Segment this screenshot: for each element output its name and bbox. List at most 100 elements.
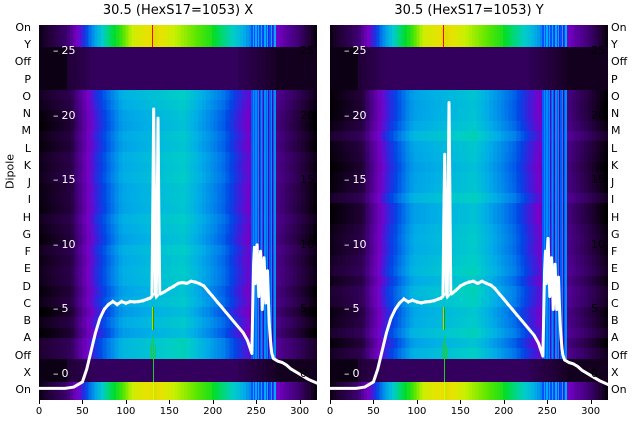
x-tick-label: 100 (116, 406, 136, 417)
heatmap-vertical-stripe (255, 89, 257, 359)
heatmap-row (330, 193, 608, 205)
heatmap-row (39, 100, 317, 111)
heatmap-band-gap-lower (39, 358, 317, 382)
y-tick-outer: 10 (300, 237, 314, 251)
heatmap-panel-y[interactable]: –0 –5 –10 –15 –20 –25 (330, 25, 608, 400)
x-tick-label: 0 (326, 406, 334, 417)
heatmap-vertical-stripe (271, 381, 272, 400)
heatmap-vertical-stripe (255, 25, 257, 47)
marker-line (442, 343, 443, 359)
x-tick-mark (503, 400, 505, 404)
heatmap-vertical-stripe (267, 89, 268, 359)
x-tick-label: 50 (76, 406, 89, 417)
marker-line (444, 335, 445, 364)
heatmap-vertical-stripe (254, 25, 255, 47)
heatmap-row (39, 172, 317, 184)
x-tick-mark (590, 400, 592, 404)
x-tick-mark (169, 400, 171, 404)
heatmap-row (330, 100, 608, 111)
x-tick-label: 250 (537, 406, 557, 417)
heatmap-vertical-stripe (251, 89, 253, 359)
heatmap-vertical-stripe (557, 89, 558, 359)
marker-line (151, 343, 152, 359)
heatmap-vertical-stripe (544, 381, 545, 400)
heatmap-row (330, 131, 608, 142)
heatmap-vertical-stripe (266, 89, 267, 359)
category-tick-y-1: Y (24, 38, 31, 52)
heatmap-row (39, 306, 317, 318)
x-tick-label: 300 (290, 406, 310, 417)
category-tick-x-20: X (23, 365, 31, 379)
category-tick-g-12: G (22, 227, 31, 241)
heatmap-row (330, 234, 608, 246)
heatmap-vertical-stripe (262, 381, 263, 400)
heatmap-row (330, 296, 608, 308)
y-tick-inner: –10 (53, 237, 76, 251)
heatmap-row (330, 317, 608, 329)
x-tick-mark (373, 400, 375, 404)
category-tick-i-10: I (611, 193, 615, 207)
heatmap-row (330, 110, 608, 122)
heatmap-vertical-stripe (557, 25, 558, 47)
heatmap-vertical-stripe (545, 25, 546, 47)
heatmap-vertical-stripe (552, 381, 553, 400)
y-tick-outer: 20 (591, 108, 605, 122)
y-tick-inner: –0 (344, 367, 360, 381)
heatmap-vertical-stripe (254, 381, 255, 400)
y-tick-inner: –0 (53, 367, 69, 381)
heatmap-vertical-stripe (261, 25, 262, 47)
category-tick-a-18: A (23, 331, 31, 345)
heatmap-vertical-stripe (565, 89, 567, 359)
x-tick-mark (460, 400, 462, 404)
heatmap-row (39, 151, 317, 163)
heatmap-vertical-stripe (555, 89, 557, 359)
heatmap-vertical-stripe (565, 381, 567, 400)
heatmap-vertical-stripe (267, 381, 268, 400)
x-tick-mark (299, 400, 301, 404)
marker-line (444, 381, 445, 400)
x-tick-mark (125, 400, 127, 404)
heatmap-vertical-stripe (261, 381, 262, 400)
heatmap-row (330, 162, 608, 173)
category-tick-l-7: L (611, 141, 618, 155)
heatmap-band-gap-lower (330, 358, 608, 382)
heatmap-vertical-stripe (549, 381, 550, 400)
category-tick-y-1: Y (611, 38, 618, 52)
heatmap-vertical-stripe (564, 89, 565, 359)
x-tick-mark (212, 400, 214, 404)
heatmap-vertical-stripe (273, 381, 274, 400)
heatmap-row (330, 89, 608, 101)
category-axis-left: On Y Off P O N M L K J I H G F E D C B A Off X On (0, 0, 34, 440)
x-tick-label: 150 (450, 406, 470, 417)
category-tick-off-19: Off (14, 348, 31, 362)
heatmap-vertical-stripe (546, 25, 548, 47)
heatmap-vertical-stripe (269, 25, 271, 47)
category-tick-j-9: J (611, 176, 615, 190)
category-tick-i-10: I (27, 193, 31, 207)
y-tick-outer: 0 (591, 367, 598, 381)
category-tick-on-21: On (15, 383, 31, 396)
heatmap-row (330, 265, 608, 277)
heatmap-vertical-stripe (542, 89, 544, 359)
heatmap-vertical-stripe (558, 381, 559, 400)
heatmap-row (330, 213, 608, 225)
marker-line (155, 345, 156, 359)
heatmap-vertical-stripe (548, 89, 549, 359)
x-tick-mark (416, 400, 418, 404)
category-tick-p-3: P (24, 72, 31, 86)
heatmap-panel-x[interactable]: –0 –5 –10 –15 –20 –25 (39, 25, 317, 400)
heatmap-band-gap-upper (330, 46, 608, 90)
category-axis-right: On Y Off P O N M L K J I H G F E D C B A Off X On (606, 0, 640, 440)
y-tick-inner: –15 (53, 173, 76, 187)
heatmap-row (39, 162, 317, 173)
y-tick-inner: –5 (53, 302, 69, 316)
y-tick-outer: 10 (591, 237, 605, 251)
heatmap-vertical-stripe (552, 25, 553, 47)
y-tick-inner: –10 (344, 237, 367, 251)
heatmap-vertical-stripe (258, 25, 259, 47)
heatmap-row (39, 296, 317, 308)
heatmap-vertical-stripe (274, 381, 276, 400)
heatmap-vertical-stripe (267, 25, 268, 47)
heatmap-row (330, 337, 608, 349)
